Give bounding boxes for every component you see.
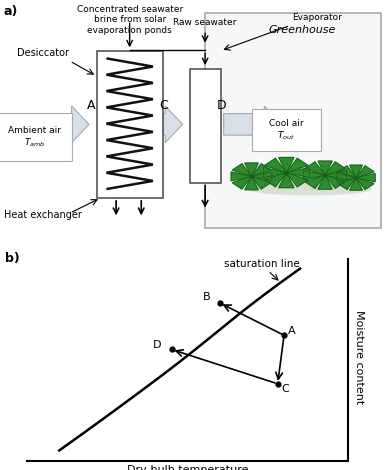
Text: D: D	[153, 340, 161, 351]
Polygon shape	[245, 163, 258, 176]
Polygon shape	[265, 158, 286, 172]
FancyArrow shape	[224, 106, 282, 143]
Polygon shape	[231, 172, 252, 181]
Polygon shape	[286, 172, 308, 187]
Bar	[97, 51, 163, 198]
Text: Heat exchanger: Heat exchanger	[3, 210, 82, 220]
Polygon shape	[232, 164, 252, 176]
Polygon shape	[252, 164, 271, 176]
Text: Cool air
$T_{out}$: Cool air $T_{out}$	[269, 118, 304, 142]
Text: Evaporator: Evaporator	[293, 13, 342, 22]
Bar	[205, 13, 381, 228]
Polygon shape	[350, 165, 362, 178]
Polygon shape	[318, 175, 332, 189]
Polygon shape	[305, 175, 325, 188]
Polygon shape	[337, 173, 356, 182]
Text: Desiccator: Desiccator	[17, 48, 68, 58]
FancyArrow shape	[2, 106, 89, 143]
Polygon shape	[356, 173, 375, 182]
Ellipse shape	[248, 183, 372, 196]
Polygon shape	[264, 168, 286, 178]
Text: a): a)	[4, 5, 18, 18]
Text: b): b)	[5, 252, 19, 266]
Polygon shape	[279, 172, 294, 188]
Polygon shape	[338, 166, 356, 178]
Text: Ambient air
$T_{amb}$: Ambient air $T_{amb}$	[9, 126, 61, 149]
Text: B: B	[203, 292, 211, 302]
Polygon shape	[325, 162, 345, 175]
Text: Concentrated seawater
brine from solar
evaporation ponds: Concentrated seawater brine from solar e…	[77, 5, 183, 35]
Polygon shape	[286, 158, 308, 172]
Text: C: C	[282, 384, 289, 394]
Text: D: D	[217, 99, 226, 112]
Text: saturation line: saturation line	[224, 258, 300, 268]
Polygon shape	[318, 161, 332, 175]
Polygon shape	[305, 162, 325, 175]
Text: Greenhouse: Greenhouse	[268, 25, 336, 35]
Text: Raw seawater: Raw seawater	[173, 18, 237, 27]
Polygon shape	[279, 157, 294, 172]
Polygon shape	[304, 171, 325, 180]
Text: A: A	[288, 326, 296, 337]
FancyArrow shape	[163, 106, 183, 143]
Polygon shape	[232, 176, 252, 189]
X-axis label: Dry-bulb temperature: Dry-bulb temperature	[127, 465, 248, 470]
Polygon shape	[245, 176, 258, 190]
Bar	[190, 69, 221, 183]
Polygon shape	[325, 171, 346, 180]
Polygon shape	[338, 178, 356, 189]
Polygon shape	[356, 178, 374, 189]
Polygon shape	[350, 178, 362, 190]
FancyBboxPatch shape	[0, 113, 72, 161]
Text: Moisture content: Moisture content	[354, 310, 364, 404]
Text: A: A	[87, 99, 95, 112]
Polygon shape	[252, 176, 271, 189]
Polygon shape	[252, 172, 272, 181]
Text: C: C	[159, 99, 168, 112]
Polygon shape	[265, 172, 286, 187]
Polygon shape	[325, 175, 345, 188]
Polygon shape	[356, 166, 374, 178]
Polygon shape	[286, 168, 310, 178]
FancyBboxPatch shape	[252, 109, 321, 151]
